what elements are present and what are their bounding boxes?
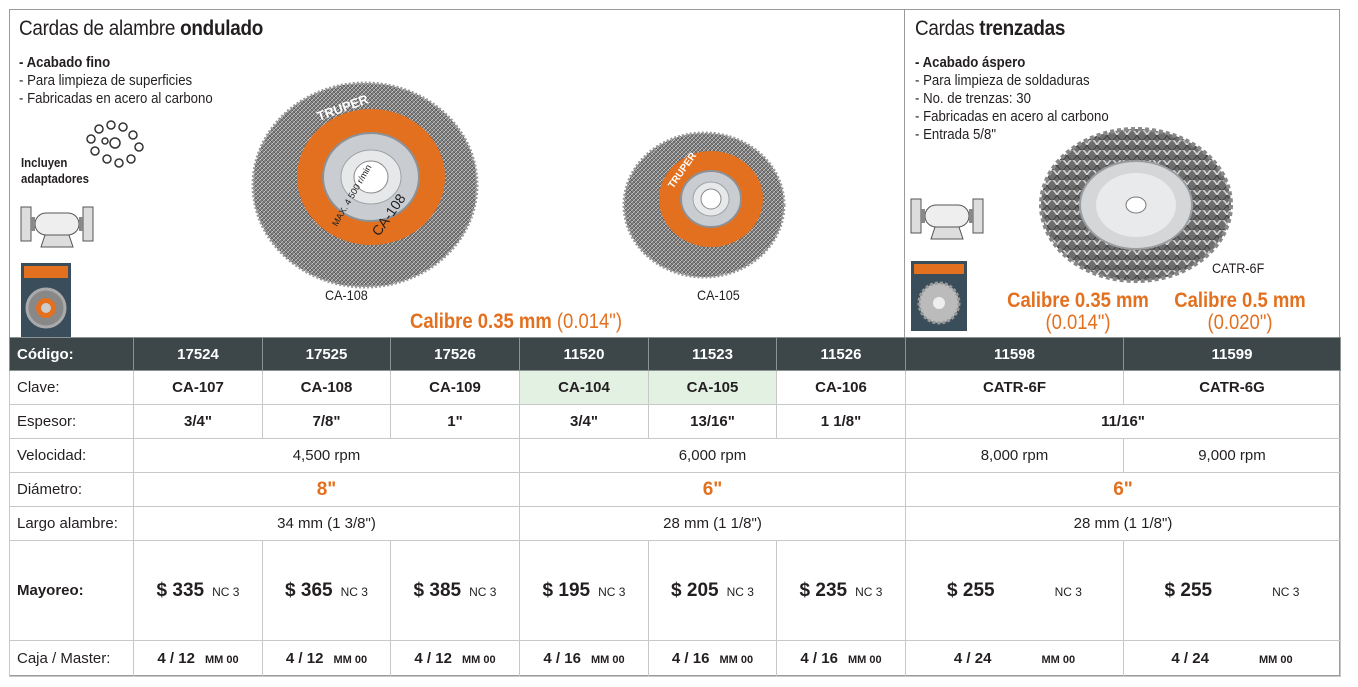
diametro-cell: 6" [519, 472, 906, 507]
code-cell: 11523 [648, 337, 777, 371]
price-cell: $ 235 NC 3 [776, 540, 906, 641]
adapter-rings-icon [86, 120, 144, 168]
wheel-label-ca105: CA-105 [697, 287, 740, 303]
row-label: Diámetro: [9, 472, 134, 507]
clave-cell: CA-105 [648, 370, 777, 405]
row-label: Espesor: [9, 404, 134, 439]
clave-cell: CA-107 [133, 370, 263, 405]
price-cell: $ 255 NC 3 [1123, 540, 1341, 641]
calibre-label: Calibre 0.35 mm (0.014") [410, 310, 623, 333]
wavy-wire-section: Cardas de alambre ondulado - Acabado fin… [9, 9, 904, 339]
feature-item: - Acabado áspero [915, 54, 1026, 71]
clave-cell: CATR-6F [905, 370, 1124, 405]
largo-cell: 28 mm (1 1/8") [905, 506, 1341, 541]
price-cell: $ 255 NC 3 [905, 540, 1124, 641]
wheel-label-catr6f: CATR-6F [1212, 260, 1265, 276]
bench-grinder-icon [20, 206, 94, 248]
feature-item: - Para limpieza de superficies [19, 72, 193, 89]
velocidad-cell: 9,000 rpm [1123, 438, 1341, 473]
row-label: Clave: [9, 370, 134, 405]
caja-cell: 4 / 12 MM 00 [262, 640, 391, 677]
largo-cell: 28 mm (1 1/8") [519, 506, 906, 541]
code-cell: 17524 [133, 337, 263, 371]
row-label: Velocidad: [9, 438, 134, 473]
spec-table: Código: 17524 17525 17526 11520 11523 11… [9, 337, 1341, 677]
espesor-cell: 1" [390, 404, 520, 439]
table-row: Caja / Master: 4 / 12 MM 00 4 / 12 MM 00 4… [9, 640, 1341, 677]
espesor-cell: 11/16" [905, 404, 1341, 439]
calibre-label-1: Calibre 0.35 mm (0.014") [1007, 289, 1149, 334]
clave-cell: CA-109 [390, 370, 520, 405]
diametro-cell: 6" [905, 472, 1341, 507]
price-cell: $ 205 NC 3 [648, 540, 777, 641]
feature-list: - Acabado fino - Para limpieza de superf… [19, 54, 213, 108]
section-title: Cardas de alambre ondulado [19, 17, 264, 40]
caja-cell: 4 / 16 MM 00 [648, 640, 777, 677]
espesor-cell: 1 1/8" [776, 404, 906, 439]
caja-cell: 4 / 16 MM 00 [776, 640, 906, 677]
espesor-cell: 3/4" [133, 404, 263, 439]
row-label: Código: [9, 337, 134, 371]
row-label: Largo alambre: [9, 506, 134, 541]
table-row: Espesor: 3/4" 7/8" 1" 3/4" 13/16" 1 1/8"… [9, 404, 1341, 439]
price-cell: $ 385 NC 3 [390, 540, 520, 641]
clave-cell: CA-104 [519, 370, 649, 405]
row-label: Caja / Master: [9, 640, 134, 677]
clave-cell: CA-106 [776, 370, 906, 405]
caja-cell: 4 / 12 MM 00 [390, 640, 520, 677]
code-cell: 11599 [1123, 337, 1341, 371]
feature-item: - Acabado fino [19, 54, 111, 71]
feature-item: - Fabricadas en acero al carbono [19, 90, 213, 107]
row-label: Mayoreo: [9, 540, 134, 641]
adapters-text: Incluyen adaptadores [21, 155, 90, 186]
table-row: Largo alambre: 34 mm (1 3/8") 28 mm (1 1… [9, 506, 1341, 541]
adapters-badge: Incluyen adaptadores [21, 120, 156, 191]
code-cell: 11526 [776, 337, 906, 371]
caja-cell: 4 / 24 MM 00 [905, 640, 1124, 677]
caja-cell: 4 / 12 MM 00 [133, 640, 263, 677]
largo-cell: 34 mm (1 3/8") [133, 506, 520, 541]
caja-cell: 4 / 24 MM 00 [1123, 640, 1341, 677]
velocidad-cell: 8,000 rpm [905, 438, 1124, 473]
braided-wheel-image [1039, 127, 1233, 283]
feature-item: - No. de trenzas: 30 [915, 90, 1031, 107]
velocidad-cell: 4,500 rpm [133, 438, 520, 473]
velocidad-cell: 6,000 rpm [519, 438, 906, 473]
clave-cell: CA-108 [262, 370, 391, 405]
retail-package-icon [21, 263, 71, 339]
wheel-label-ca108: CA-108 [325, 287, 368, 303]
table-row: Mayoreo: $ 335 NC 3 $ 365 NC 3 $ 385 NC 3 $… [9, 540, 1341, 641]
espesor-cell: 7/8" [262, 404, 391, 439]
calibre-label-2: Calibre 0.5 mm (0.020") [1174, 289, 1306, 334]
bench-grinder-icon [910, 198, 984, 240]
feature-item: - Entrada 5/8" [915, 126, 997, 143]
price-cell: $ 335 NC 3 [133, 540, 263, 641]
price-cell: $ 365 NC 3 [262, 540, 391, 641]
code-cell: 11520 [519, 337, 649, 371]
section-title: Cardas trenzadas [915, 17, 1066, 40]
table-row: Velocidad: 4,500 rpm 6,000 rpm 8,000 rpm… [9, 438, 1341, 473]
caja-cell: 4 / 16 MM 00 [519, 640, 649, 677]
espesor-cell: 13/16" [648, 404, 777, 439]
code-cell: 17526 [390, 337, 520, 371]
feature-item: - Fabricadas en acero al carbono [915, 108, 1109, 125]
table-header-row: Código: 17524 17525 17526 11520 11523 11… [9, 337, 1341, 371]
wire-wheel-ca108-image: TRUPER CA-108 MAX. 4 500 r/min [251, 81, 479, 289]
price-cell: $ 195 NC 3 [519, 540, 649, 641]
feature-list: - Acabado áspero - Para limpieza de sold… [915, 54, 1109, 144]
wire-wheel-ca105-image: TRUPER [622, 131, 786, 279]
clave-cell: CATR-6G [1123, 370, 1341, 405]
table-row: Clave: CA-107 CA-108 CA-109 CA-104 CA-10… [9, 370, 1341, 405]
diametro-cell: 8" [133, 472, 520, 507]
espesor-cell: 3/4" [519, 404, 649, 439]
code-cell: 17525 [262, 337, 391, 371]
code-cell: 11598 [905, 337, 1124, 371]
feature-item: - Para limpieza de soldaduras [915, 72, 1090, 89]
retail-package-icon [911, 261, 967, 331]
table-row: Diámetro: 8" 6" 6" [9, 472, 1341, 507]
braided-section: Cardas trenzadas - Acabado áspero - Para… [904, 9, 1340, 337]
